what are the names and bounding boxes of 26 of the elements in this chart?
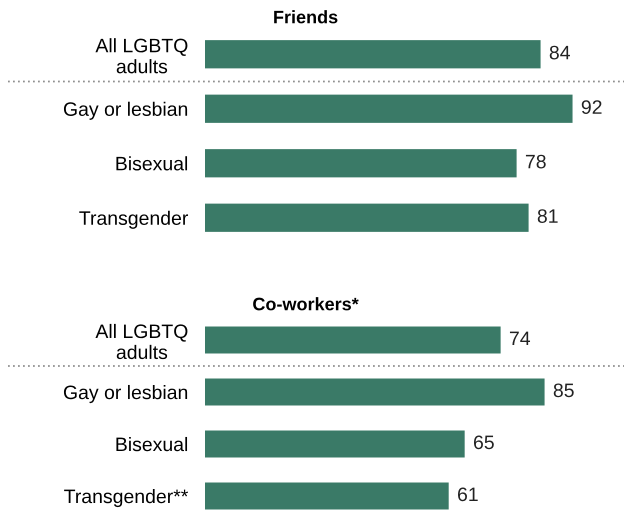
y-tick-label: Transgender (79, 210, 188, 229)
bar (205, 149, 517, 178)
bar (205, 378, 545, 406)
y-tick-label: All LGBTQ adults (95, 38, 188, 74)
chart-title: Co-workers* (253, 297, 359, 310)
chart-title: Friends (274, 10, 338, 24)
data-label: 65 (474, 435, 494, 450)
data-label: 92 (582, 100, 602, 114)
data-label: 61 (458, 487, 478, 502)
y-tick-label: Transgender** (64, 488, 188, 508)
y-tick-label: Bisexual (116, 156, 188, 170)
bar (205, 94, 573, 123)
data-label: 81 (538, 209, 558, 223)
data-label: 85 (554, 383, 574, 398)
y-tick-label: Gay or lesbian (64, 384, 188, 404)
bar (205, 204, 529, 232)
y-tick-label: Bisexual (116, 436, 188, 452)
y-tick-label: All LGBTQ adults (95, 324, 188, 360)
bar (205, 430, 465, 458)
bar (205, 326, 501, 354)
data-label: 84 (550, 46, 570, 60)
bar (205, 40, 541, 68)
data-label: 78 (526, 154, 546, 168)
y-tick-label: Gay or lesbian (64, 102, 188, 120)
data-label: 74 (510, 332, 530, 346)
bar (205, 482, 449, 510)
